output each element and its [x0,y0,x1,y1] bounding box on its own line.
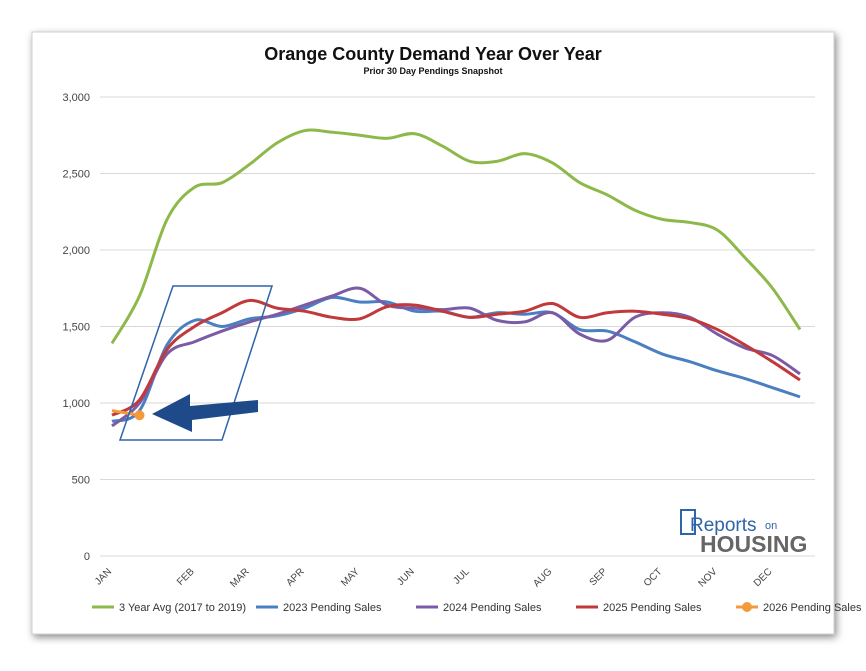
legend-marker [742,602,752,612]
series-line [111,298,801,417]
logo-word: HOUSING [700,531,807,557]
logo-word: Reports [690,515,757,536]
lines [110,128,802,428]
legend-label: 2023 Pending Sales [283,602,382,614]
chart-subtitle: Prior 30 Day Pendings Snapshot [363,66,502,76]
logo-word: on [765,520,777,532]
highlight-box [118,285,274,441]
series-line [110,128,802,345]
y-tick-label: 500 [72,475,90,487]
series-line [111,286,801,428]
chart-title: Orange County Demand Year Over Year [264,44,601,64]
y-tick-label: 2,500 [62,169,90,181]
y-tick-label: 3,000 [62,92,90,104]
legend-label: 3 Year Avg (2017 to 2019) [119,602,246,614]
y-tick-label: 2,000 [62,245,90,257]
y-tick-label: 0 [84,551,90,563]
legend-label: 2026 Pending Sales [763,602,862,614]
legend-label: 2024 Pending Sales [443,602,542,614]
logo: Reports on HOUSING [680,509,807,557]
logo-icon [680,509,696,535]
arrow [152,394,258,432]
legend: 3 Year Avg (2017 to 2019) 2023 Pending Sa… [92,602,862,614]
y-tick-label: 1,000 [62,398,90,410]
card [31,31,835,635]
series-marker [134,410,145,421]
legend-label: 2025 Pending Sales [603,602,702,614]
y-tick-label: 1,500 [62,322,90,334]
